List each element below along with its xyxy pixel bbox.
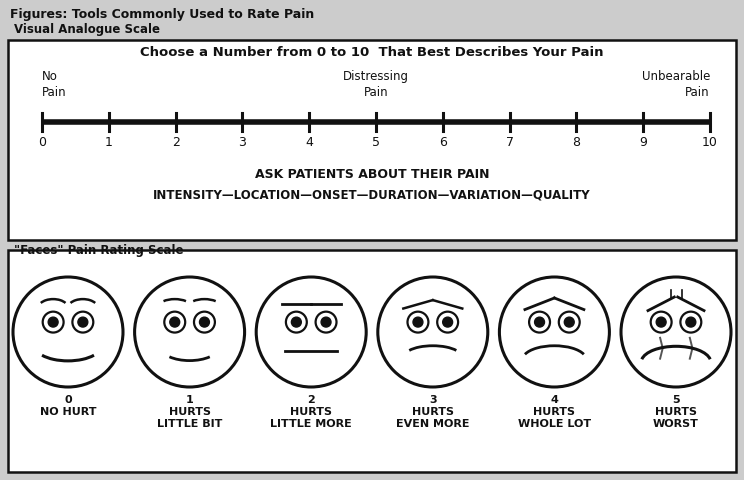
Circle shape — [292, 317, 301, 327]
Text: Unbearable
Pain: Unbearable Pain — [641, 70, 710, 99]
Circle shape — [559, 312, 580, 333]
Circle shape — [651, 312, 672, 333]
Text: "Faces" Pain Rating Scale: "Faces" Pain Rating Scale — [14, 244, 184, 257]
Circle shape — [286, 312, 307, 333]
Text: 2: 2 — [172, 136, 179, 149]
Circle shape — [135, 277, 245, 387]
Text: 1
HURTS
LITTLE BIT: 1 HURTS LITTLE BIT — [157, 395, 222, 429]
Circle shape — [13, 277, 123, 387]
Circle shape — [256, 277, 366, 387]
Circle shape — [681, 312, 702, 333]
Circle shape — [499, 277, 609, 387]
Text: 4: 4 — [305, 136, 313, 149]
Text: Distressing
Pain: Distressing Pain — [343, 70, 409, 99]
Circle shape — [78, 317, 88, 327]
Circle shape — [656, 317, 666, 327]
Text: 1: 1 — [105, 136, 113, 149]
Circle shape — [437, 312, 458, 333]
Circle shape — [48, 317, 58, 327]
FancyBboxPatch shape — [8, 250, 736, 472]
Text: 10: 10 — [702, 136, 718, 149]
Text: No
Pain: No Pain — [42, 70, 67, 99]
Text: Figures: Tools Commonly Used to Rate Pain: Figures: Tools Commonly Used to Rate Pai… — [10, 8, 314, 21]
Text: 2
HURTS
LITTLE MORE: 2 HURTS LITTLE MORE — [270, 395, 352, 429]
Text: ASK PATIENTS ABOUT THEIR PAIN: ASK PATIENTS ABOUT THEIR PAIN — [254, 168, 490, 181]
Circle shape — [621, 277, 731, 387]
Circle shape — [164, 312, 185, 333]
Circle shape — [321, 317, 331, 327]
Circle shape — [72, 312, 93, 333]
Circle shape — [315, 312, 336, 333]
Circle shape — [42, 312, 63, 333]
Text: Choose a Number from 0 to 10  That Best Describes Your Pain: Choose a Number from 0 to 10 That Best D… — [141, 46, 603, 59]
Text: 5
HURTS
WORST: 5 HURTS WORST — [653, 395, 699, 429]
Circle shape — [378, 277, 488, 387]
Text: 8: 8 — [572, 136, 580, 149]
Circle shape — [535, 317, 545, 327]
Text: 0
NO HURT: 0 NO HURT — [39, 395, 96, 417]
Circle shape — [564, 317, 574, 327]
Text: 5: 5 — [372, 136, 380, 149]
Text: 0: 0 — [38, 136, 46, 149]
Circle shape — [408, 312, 429, 333]
Circle shape — [413, 317, 423, 327]
Circle shape — [199, 317, 209, 327]
Text: 4
HURTS
WHOLE LOT: 4 HURTS WHOLE LOT — [518, 395, 591, 429]
Circle shape — [529, 312, 550, 333]
Circle shape — [194, 312, 215, 333]
Text: 3: 3 — [239, 136, 246, 149]
Text: 6: 6 — [439, 136, 446, 149]
Text: 3
HURTS
EVEN MORE: 3 HURTS EVEN MORE — [396, 395, 469, 429]
Circle shape — [686, 317, 696, 327]
Text: 9: 9 — [639, 136, 647, 149]
Circle shape — [443, 317, 452, 327]
Circle shape — [170, 317, 180, 327]
Text: 7: 7 — [506, 136, 513, 149]
FancyBboxPatch shape — [8, 40, 736, 240]
Text: Visual Analogue Scale: Visual Analogue Scale — [14, 23, 160, 36]
Text: INTENSITY—LOCATION—ONSET—DURATION—VARIATION—QUALITY: INTENSITY—LOCATION—ONSET—DURATION—VARIAT… — [153, 188, 591, 201]
